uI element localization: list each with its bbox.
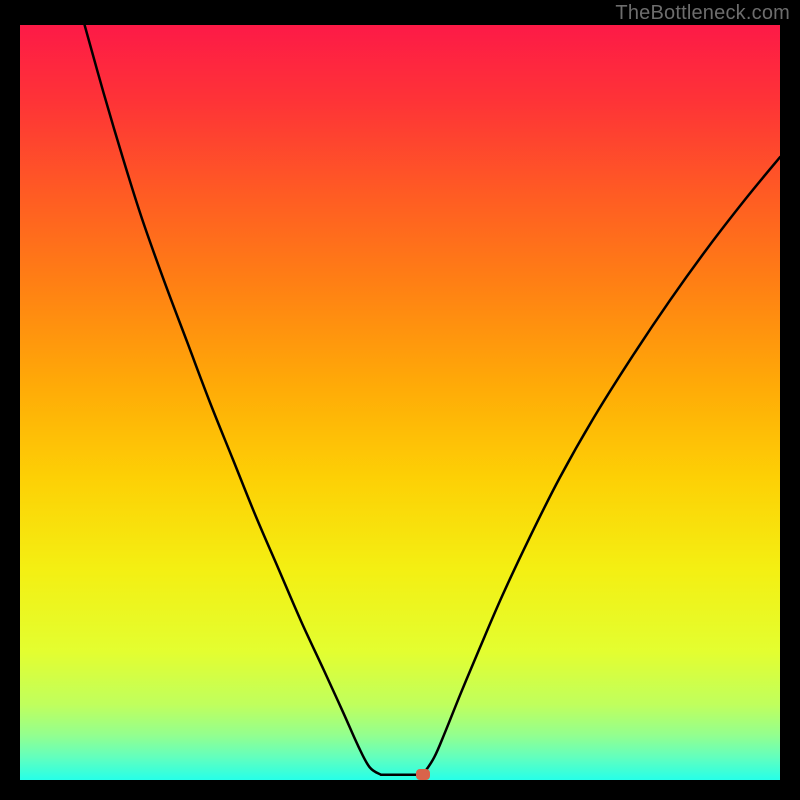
optimal-marker <box>416 769 430 780</box>
bottleneck-curve <box>20 25 780 780</box>
chart-frame: TheBottleneck.com <box>0 0 800 800</box>
watermark-text: TheBottleneck.com <box>615 2 790 25</box>
plot-area <box>20 25 780 780</box>
